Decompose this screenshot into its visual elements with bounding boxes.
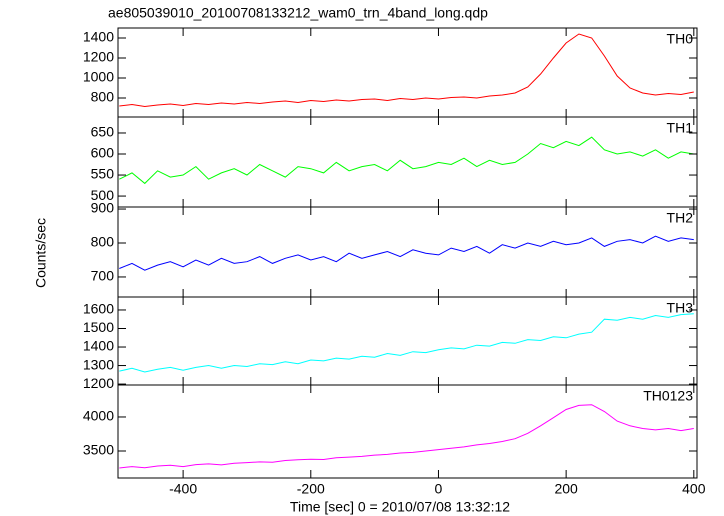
y-tick-label: 1500 <box>83 319 114 335</box>
x-tick-label: -400 <box>169 481 197 497</box>
y-tick-label: 1400 <box>83 29 114 45</box>
series-label: TH2 <box>667 210 694 226</box>
y-axis-label: Counts/sec <box>33 218 49 288</box>
x-axis-label: Time [sec] 0 = 2010/07/08 13:32:12 <box>290 499 510 515</box>
panel-frame <box>117 206 698 298</box>
x-tick-label: -200 <box>297 481 325 497</box>
panel-frame <box>117 296 698 386</box>
y-tick-label: 1200 <box>83 49 114 65</box>
y-tick-label: 1000 <box>83 69 114 85</box>
data-line <box>119 136 694 185</box>
x-tick-label: 400 <box>682 481 706 497</box>
y-tick-label: 1200 <box>83 375 114 391</box>
series-label: TH1 <box>667 120 694 136</box>
series-label: TH3 <box>667 300 694 316</box>
y-tick-label: 700 <box>91 268 115 284</box>
data-line <box>119 33 694 108</box>
y-tick-label: 550 <box>91 166 115 182</box>
x-tick-label: 200 <box>554 481 578 497</box>
chart-title: ae805039010_20100708133212_wam0_trn_4ban… <box>108 5 488 21</box>
data-line <box>119 313 694 373</box>
y-tick-label: 1600 <box>83 301 114 317</box>
data-line <box>119 404 694 469</box>
data-line <box>119 235 694 271</box>
y-tick-label: 500 <box>91 187 115 203</box>
panel-frame <box>117 384 698 479</box>
y-tick-label: 3500 <box>83 442 114 458</box>
series-label: TH0 <box>667 31 694 47</box>
y-tick-label: 1300 <box>83 356 114 372</box>
series-label: TH0123 <box>643 388 693 404</box>
y-tick-label: 650 <box>91 124 115 140</box>
y-tick-label: 4000 <box>83 408 114 424</box>
y-tick-label: 800 <box>91 234 115 250</box>
panel-frame <box>117 116 698 208</box>
y-tick-label: 600 <box>91 145 115 161</box>
x-tick-label: 0 <box>435 481 443 497</box>
y-tick-label: 900 <box>91 200 115 216</box>
y-tick-label: 800 <box>91 89 115 105</box>
y-tick-label: 1400 <box>83 338 114 354</box>
panel-frame <box>117 27 698 118</box>
